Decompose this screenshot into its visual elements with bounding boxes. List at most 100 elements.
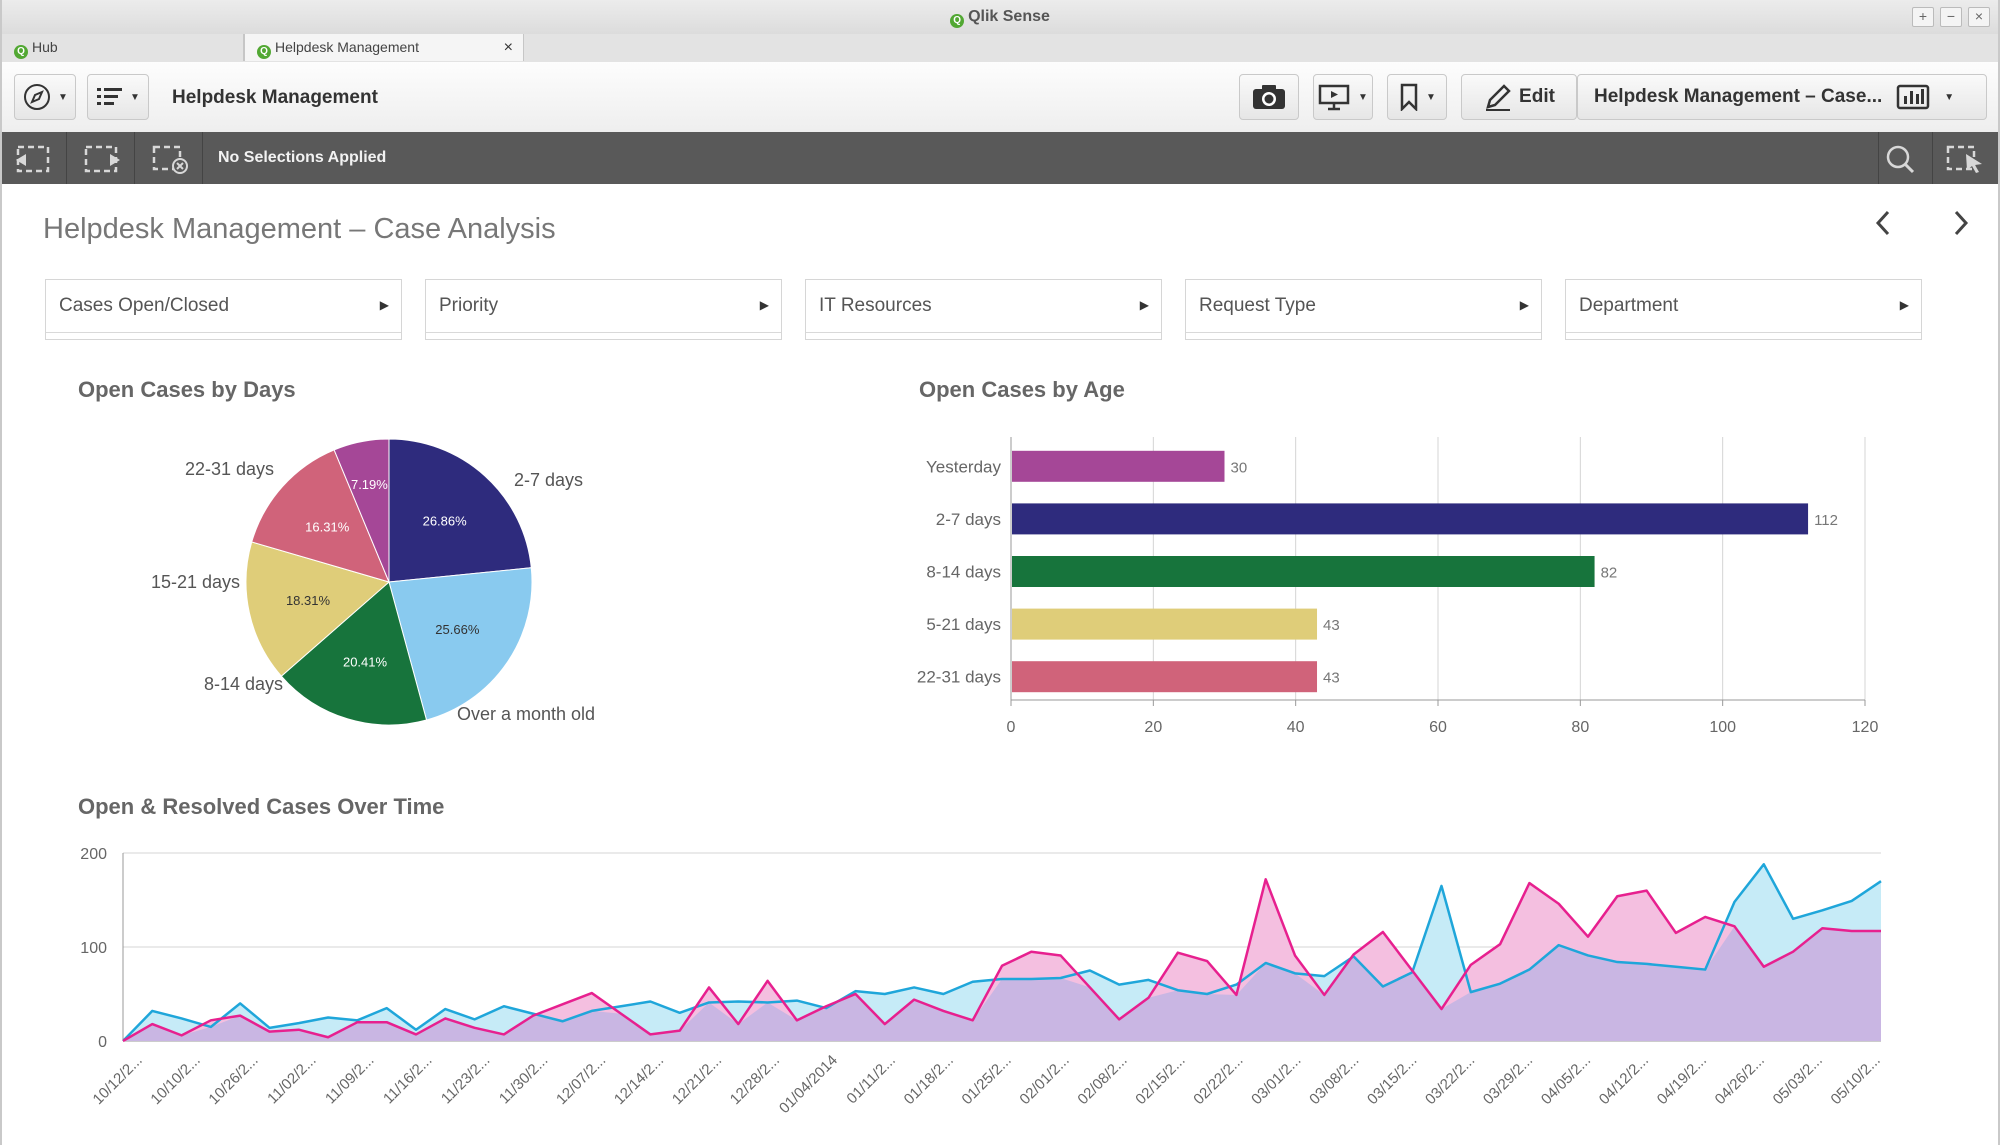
pencil-icon <box>1486 84 1511 111</box>
area-x-tick-label: 05/10/2... <box>1828 1052 1884 1108</box>
search-icon[interactable] <box>1880 144 1920 174</box>
area-x-tick-label: 10/10/2... <box>148 1052 204 1108</box>
bar-category-label: 22-31 days <box>917 668 1001 687</box>
filter-priority[interactable]: Priority ▶ <box>425 279 782 340</box>
bar[interactable] <box>1012 503 1809 535</box>
filter-label: Priority <box>439 295 499 316</box>
area-x-tick-label: 02/22/2... <box>1190 1052 1246 1108</box>
pie-slice-label: 8-14 days <box>204 674 283 694</box>
edit-button[interactable]: Edit <box>1461 74 1577 120</box>
bar-chart-title: Open Cases by Age <box>919 377 1125 402</box>
qlik-logo-icon: Q <box>14 45 28 59</box>
bar[interactable] <box>1012 450 1225 482</box>
chevron-down-icon: ▼ <box>130 91 140 103</box>
pie-slice[interactable] <box>388 567 533 721</box>
area-x-tick-label: 12/07/2... <box>553 1052 609 1108</box>
list-icon <box>97 88 123 105</box>
pie-slice[interactable] <box>333 438 390 583</box>
area-x-tick-label: 02/01/2... <box>1017 1052 1073 1108</box>
tab-helpdesk-management[interactable]: Q Helpdesk Management × <box>244 34 524 61</box>
chevron-down-icon: ▼ <box>1358 91 1368 103</box>
selection-status-text: No Selections Applied <box>218 149 387 166</box>
area-x-tick-label: 05/03/2... <box>1770 1052 1826 1108</box>
area-y-tick-label: 100 <box>80 940 107 957</box>
filter-request-type[interactable]: Request Type ▶ <box>1185 279 1542 340</box>
sheet-selector-button[interactable]: Helpdesk Management – Case... ▼ <box>1577 74 1987 120</box>
app-title: Helpdesk Management <box>172 87 378 108</box>
area-series-line[interactable] <box>122 878 1881 1043</box>
bar-value-label: 82 <box>1601 565 1618 582</box>
pie-slice[interactable] <box>280 581 428 726</box>
bar-category-label: Yesterday <box>926 457 1001 476</box>
area-x-tick-label: 11/30/2... <box>496 1052 551 1107</box>
pie-slice[interactable] <box>245 541 391 677</box>
area-x-tick-label: 11/09/2... <box>322 1052 377 1107</box>
tab-hub[interactable]: Q Hub <box>2 34 244 61</box>
pie-slice-value: 18.31% <box>286 593 331 608</box>
area-x-tick-label: 11/23/2... <box>438 1052 493 1107</box>
area-y-tick-label: 0 <box>98 1034 107 1051</box>
pie-slice-label: Over a month old <box>457 704 595 724</box>
step-forward-icon[interactable] <box>82 144 122 174</box>
area-x-tick-label: 12/28/2... <box>727 1052 783 1108</box>
chevron-right-icon <box>1954 210 1969 236</box>
navigation-button[interactable]: ▼ <box>14 74 76 120</box>
area-x-tick-label: 02/15/2... <box>1132 1052 1188 1108</box>
pie-slice-label: 22-31 days <box>185 459 274 479</box>
bar-category-label: 2-7 days <box>936 510 1001 529</box>
caret-right-icon: ▶ <box>759 298 769 312</box>
chevron-down-icon: ▼ <box>1426 91 1436 103</box>
area-x-tick-label: 03/08/2... <box>1306 1052 1362 1108</box>
tab-close-icon[interactable]: × <box>503 39 513 56</box>
filter-department[interactable]: Department ▶ <box>1565 279 1922 340</box>
area-chart-title: Open & Resolved Cases Over Time <box>78 794 445 819</box>
filter-label: IT Resources <box>819 295 932 316</box>
caret-right-icon: ▶ <box>379 298 389 312</box>
previous-sheet-button[interactable] <box>1872 208 1896 247</box>
pie-slice[interactable] <box>251 449 390 583</box>
selection-tool-icon[interactable] <box>1946 144 1986 174</box>
filter-it-resources[interactable]: IT Resources ▶ <box>805 279 1162 340</box>
bar-x-tick-label: 100 <box>1709 719 1736 736</box>
bar-value-label: 30 <box>1231 459 1248 476</box>
area-y-tick-label: 200 <box>80 846 107 863</box>
area-x-tick-label: 11/16/2... <box>380 1052 435 1107</box>
snapshot-button[interactable] <box>1239 74 1299 120</box>
pie-slice[interactable] <box>388 438 532 583</box>
qlik-logo-icon: Q <box>950 14 965 28</box>
window-minimize-button[interactable]: − <box>1940 7 1962 27</box>
chevron-down-icon: ▼ <box>58 91 68 103</box>
bar-x-tick-label: 120 <box>1852 719 1879 736</box>
next-sheet-button[interactable] <box>1948 208 1972 247</box>
clear-selections-icon[interactable] <box>150 144 190 174</box>
bookmark-button[interactable]: ▼ <box>1387 74 1447 120</box>
sheet-chart-icon <box>1897 84 1930 110</box>
step-back-icon[interactable] <box>14 144 54 174</box>
bar[interactable] <box>1012 556 1595 587</box>
bar-value-label: 112 <box>1814 512 1838 529</box>
filter-cases-open-closed[interactable]: Cases Open/Closed ▶ <box>45 279 402 340</box>
area-x-tick-label: 04/19/2... <box>1654 1052 1710 1108</box>
area-overlap-fill <box>123 926 1881 1041</box>
filter-label: Department <box>1579 295 1679 316</box>
bar-x-tick-label: 0 <box>1007 719 1016 736</box>
bar[interactable] <box>1012 661 1318 693</box>
story-button[interactable]: ▼ <box>1313 74 1373 120</box>
area-x-tick-label: 12/21/2... <box>669 1052 725 1108</box>
bar-x-tick-label: 80 <box>1571 719 1589 736</box>
filter-label: Cases Open/Closed <box>59 295 230 316</box>
area-x-tick-label: 10/26/2... <box>205 1052 261 1108</box>
area-x-tick-label: 12/14/2... <box>611 1052 667 1108</box>
bar[interactable] <box>1012 608 1318 640</box>
window-close-button[interactable]: × <box>1968 7 1990 27</box>
caret-right-icon: ▶ <box>1139 298 1149 312</box>
pie-slice-label: 2-7 days <box>514 470 583 490</box>
app-overview-button[interactable]: ▼ <box>87 74 149 120</box>
area-series-line[interactable] <box>122 863 1882 1042</box>
chevron-left-icon <box>1875 210 1890 236</box>
sheet-selector-title: Helpdesk Management – Case... <box>1594 86 1883 107</box>
window-maximize-button[interactable]: + <box>1912 7 1934 27</box>
area-x-tick-label: 01/18/2... <box>901 1052 957 1108</box>
